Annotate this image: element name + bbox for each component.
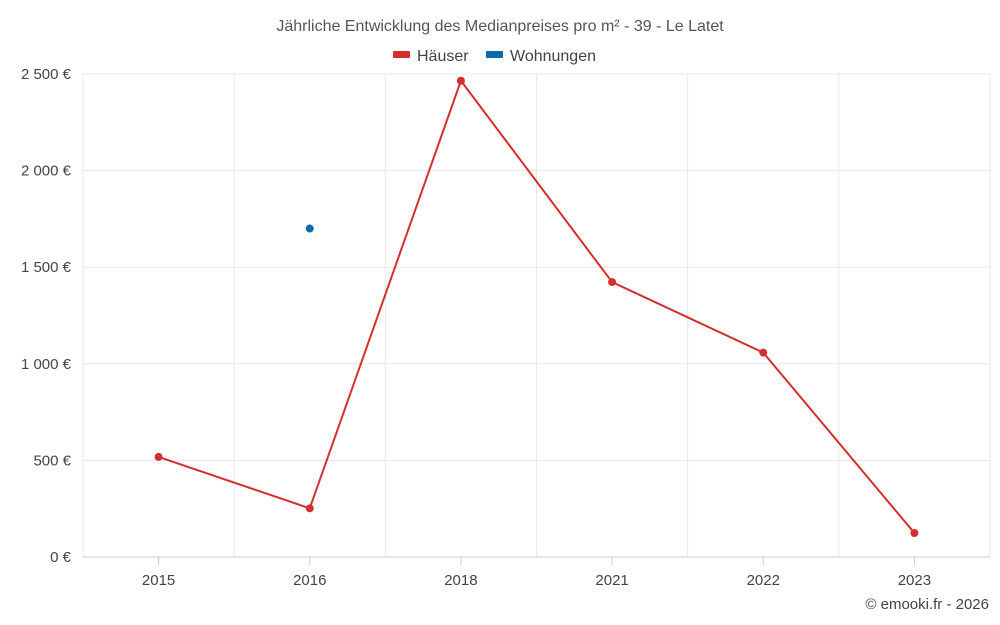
data-point-haeuser[interactable]	[305, 504, 314, 513]
y-tick-label: 1 500 €	[21, 259, 72, 276]
data-point-haeuser[interactable]	[910, 529, 919, 538]
series	[154, 76, 919, 538]
data-point-haeuser[interactable]	[759, 348, 768, 357]
y-tick-label: 500 €	[33, 452, 71, 469]
legend-swatch-wohnungen	[486, 51, 503, 58]
legend: Häuser Wohnungen	[393, 48, 596, 65]
x-tick-label: 2021	[595, 572, 628, 589]
y-tick-label: 1 000 €	[21, 356, 72, 373]
series-line-haeuser	[158, 79, 916, 534]
y-tick-label: 0 €	[50, 549, 72, 566]
chart-title: Jährliche Entwicklung des Medianpreises …	[276, 18, 724, 35]
x-tick-label: 2022	[747, 572, 780, 589]
grid	[82, 73, 991, 557]
x-tick-label: 2023	[898, 572, 931, 589]
legend-item-wohnungen[interactable]: Wohnungen	[486, 48, 596, 65]
data-point-haeuser[interactable]	[154, 452, 163, 461]
x-tick-label: 2015	[142, 572, 175, 589]
data-point-wohnungen[interactable]	[305, 224, 314, 233]
legend-item-haeuser[interactable]: Häuser	[393, 48, 469, 65]
legend-swatch-haeuser	[393, 51, 410, 58]
y-tick-label: 2 500 €	[21, 66, 72, 83]
legend-label-wohnungen: Wohnungen	[510, 48, 596, 65]
x-tick-label: 2018	[444, 572, 477, 589]
y-tick-label: 2 000 €	[21, 163, 72, 180]
data-point-haeuser[interactable]	[456, 76, 465, 85]
legend-label-haeuser: Häuser	[417, 48, 469, 65]
x-tick-label: 2016	[293, 572, 326, 589]
credit-text: © emooki.fr - 2026	[865, 596, 989, 613]
data-point-haeuser[interactable]	[608, 278, 617, 287]
axes: 0 € 500 € 1 000 € 1 500 € 2 000 € 2 500 € 2015…	[21, 66, 990, 589]
